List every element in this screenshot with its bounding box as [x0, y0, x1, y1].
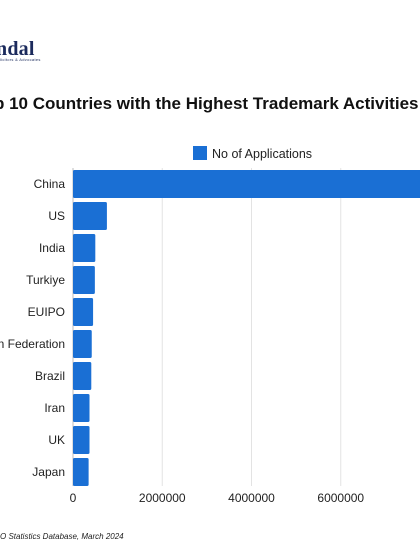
legend-label: No of Applications: [212, 147, 312, 161]
company-logo-tagline: licitors & Advocates: [0, 57, 41, 62]
bar-euipo: [73, 298, 94, 326]
category-label: Japan: [32, 465, 65, 479]
chart-title: p 10 Countries with the Highest Trademar…: [0, 94, 419, 113]
bar-us: [73, 202, 107, 230]
category-labels: China US India Turkiye EUIPO n Federation Braz…: [0, 177, 65, 479]
bar-turkiye: [73, 266, 95, 294]
source-note: O Statistics Database, March 2024: [0, 532, 124, 541]
grid-lines: [72, 168, 342, 486]
bars-group: [73, 170, 420, 486]
x-tick-label: 0: [70, 491, 77, 505]
x-tick-label: 4000000: [228, 491, 275, 505]
bar-brazil: [73, 362, 92, 390]
category-label: China: [34, 177, 66, 191]
bar-china: [73, 170, 420, 198]
x-tick-label: 6000000: [317, 491, 364, 505]
legend: No of Applications: [193, 146, 312, 161]
category-label: Turkiye: [26, 273, 65, 287]
bar-n-federation: [73, 330, 92, 358]
x-tick-label: 2000000: [139, 491, 186, 505]
category-label: Iran: [44, 401, 65, 415]
category-label: n Federation: [0, 337, 65, 351]
bar-uk: [73, 426, 90, 454]
category-label: Brazil: [35, 369, 65, 383]
legend-swatch: [193, 146, 207, 160]
bar-india: [73, 234, 96, 262]
category-label: India: [39, 241, 65, 255]
category-label: US: [48, 209, 65, 223]
bar-japan: [73, 458, 89, 486]
company-logo: ndal: [0, 38, 35, 60]
category-label: EUIPO: [28, 305, 65, 319]
x-tick-labels: 020000004000000600000080: [70, 491, 365, 505]
category-label: UK: [48, 433, 65, 447]
bar-iran: [73, 394, 90, 422]
